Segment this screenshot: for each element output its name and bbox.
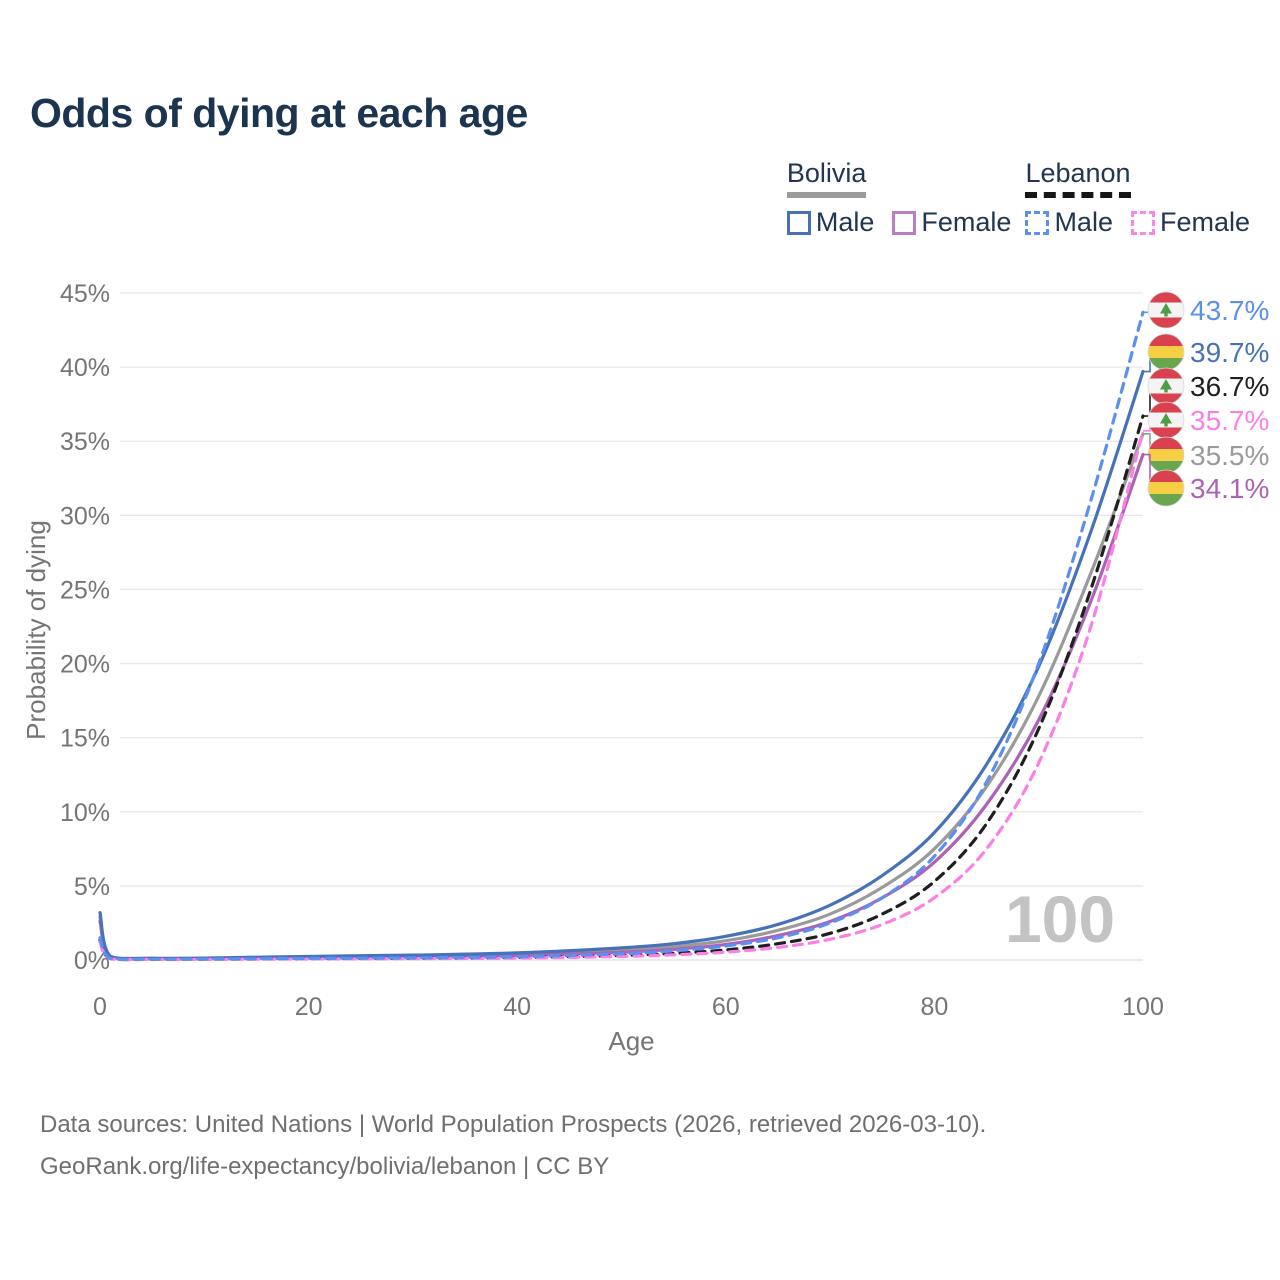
series-line-bolivia-female	[98, 452, 1145, 961]
page-title: Odds of dying at each age	[30, 90, 528, 136]
footer-url-line: GeoRank.org/life-expectancy/bolivia/leba…	[40, 1153, 610, 1180]
legend-header-bolivia: Bolivia	[786, 158, 867, 198]
end-value-label: 43.7%	[1190, 295, 1269, 326]
lebanon-flag-icon	[1148, 402, 1184, 438]
flag-outline	[1147, 291, 1185, 329]
x-tick-label: 40	[503, 993, 531, 1021]
x-tick-label: 0	[93, 993, 107, 1021]
y-tick-label: 10%	[60, 799, 110, 827]
end-value-label: 35.7%	[1190, 405, 1269, 436]
bolivia-flag-icon	[1148, 437, 1184, 473]
x-tick-label: 100	[1122, 993, 1164, 1021]
y-tick-label: 40%	[60, 354, 110, 382]
bolivia-flag-icon	[1148, 470, 1184, 506]
end-value-label: 35.5%	[1190, 440, 1269, 471]
legend: Bolivia Male Female Lebanon Male	[786, 158, 1250, 238]
y-tick-label: 20%	[60, 651, 110, 679]
x-tick-label: 20	[295, 993, 323, 1021]
series-line-bolivia-male	[98, 369, 1145, 961]
lebanon-male-swatch-icon	[1025, 210, 1050, 235]
series-line-lebanon-female	[98, 429, 1145, 962]
y-tick-label: 25%	[60, 576, 110, 604]
bolivia-male-swatch-icon	[786, 210, 811, 235]
x-tick-label: 80	[920, 993, 948, 1021]
series-line-lebanon-all	[98, 414, 1145, 962]
bolivia-female-swatch-icon	[892, 210, 917, 235]
y-axis-title: Probability of dying	[21, 520, 51, 740]
legend-item-lebanon-male[interactable]: Male	[1025, 207, 1113, 238]
legend-group-lebanon: Lebanon Male Female	[1025, 158, 1250, 238]
legend-item-lebanon-female[interactable]: Female	[1130, 207, 1250, 238]
footer: Data sources: United Nations | World Pop…	[40, 1104, 986, 1188]
end-value-label: 36.7%	[1190, 371, 1269, 402]
bolivia-flag-icon	[1148, 334, 1184, 370]
legend-item-bolivia-male[interactable]: Male	[786, 207, 875, 238]
legend-item-bolivia-female[interactable]: Female	[892, 207, 1011, 238]
legend-item-label: Female	[1159, 207, 1250, 237]
x-tick-label: 60	[712, 993, 740, 1021]
legend-group-bolivia: Bolivia Male Female	[786, 158, 1011, 238]
legend-item-label: Male	[1054, 207, 1113, 237]
end-value-label: 34.1%	[1190, 473, 1269, 504]
lebanon-flag-icon	[1148, 292, 1184, 328]
flag-outline	[1147, 469, 1185, 507]
legend-item-label: Male	[815, 207, 875, 237]
lebanon-flag-icon	[1148, 368, 1184, 404]
y-tick-label: 15%	[60, 725, 110, 753]
series-line-lebanon-male	[98, 310, 1145, 962]
x-axis-title: Age	[608, 1026, 654, 1056]
mortality-line-chart: 0%5%10%15%20%25%30%35%40%45%0 20 40 60 80 100…	[21, 280, 1269, 1056]
end-value-label: 39.7%	[1190, 337, 1269, 368]
age-watermark: 100	[1005, 882, 1115, 956]
legend-header-lebanon: Lebanon	[1025, 158, 1131, 198]
y-tick-label: 45%	[60, 280, 110, 308]
lebanon-female-swatch-icon	[1130, 210, 1155, 235]
legend-item-label: Female	[921, 207, 1012, 237]
y-tick-label: 30%	[60, 502, 110, 530]
series-line-bolivia-all	[98, 432, 1145, 961]
y-tick-label: 5%	[74, 873, 110, 901]
y-tick-label: 35%	[60, 428, 110, 456]
footer-datasource-line: Data sources: United Nations | World Pop…	[40, 1111, 987, 1138]
